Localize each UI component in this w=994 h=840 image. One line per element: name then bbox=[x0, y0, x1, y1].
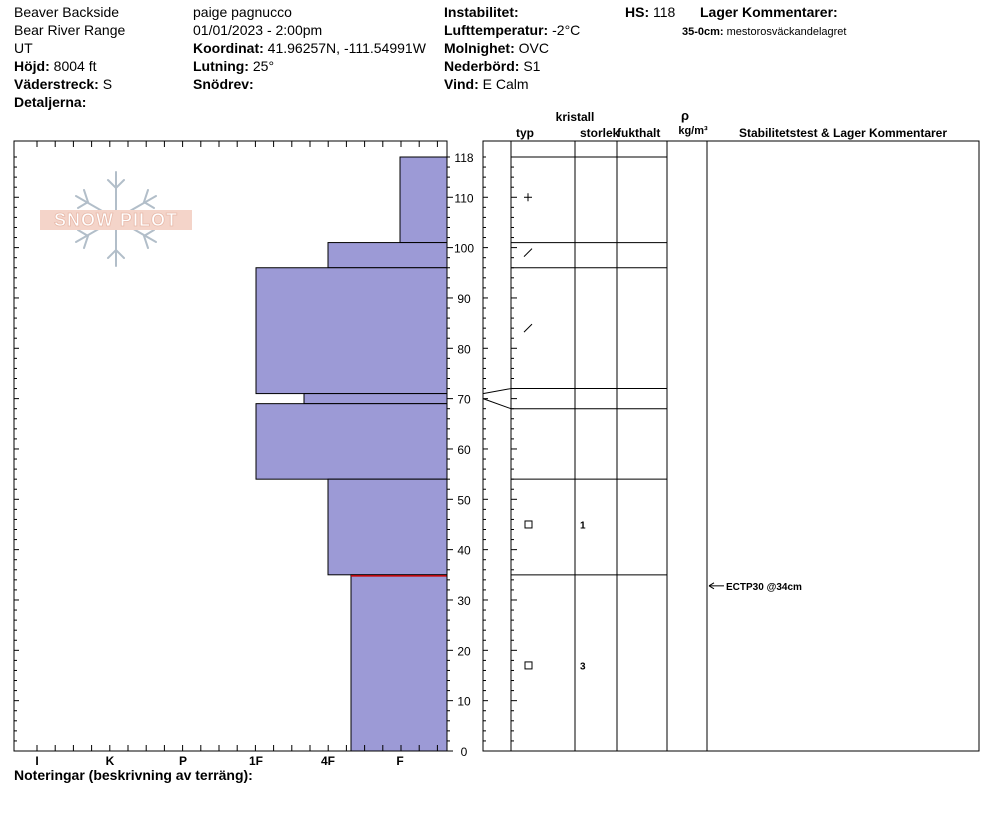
layer-table bbox=[482, 140, 980, 752]
hardness-layer-bar bbox=[327, 242, 448, 269]
height-tick-label: 70 bbox=[457, 393, 471, 407]
grain-size-label: 1 bbox=[580, 520, 586, 531]
hardness-label: 4F bbox=[321, 754, 335, 768]
snowpilot-logo: SNOW PILOT bbox=[40, 171, 192, 267]
range-name: Bear River Range bbox=[14, 22, 126, 38]
wind: Vind: E Calm bbox=[444, 76, 529, 92]
hardness-layer-bar bbox=[399, 156, 448, 244]
column-crystal: kristall bbox=[556, 110, 595, 124]
height-tick-label: 80 bbox=[457, 342, 471, 356]
height-tick-label: 118 bbox=[454, 151, 473, 165]
snow-height: HS: 118 bbox=[625, 4, 676, 20]
hardness-layer-bar bbox=[255, 267, 448, 395]
grain-symbol-slash bbox=[523, 323, 533, 333]
column-stability: Stabilitetstest & Lager Kommentarer bbox=[739, 126, 947, 140]
column-density-unit: kg/m³ bbox=[678, 125, 708, 137]
hardness-axis: I K P 1F 4F F bbox=[35, 141, 438, 768]
location-name: Beaver Backside bbox=[14, 4, 120, 20]
layer-connector bbox=[482, 398, 512, 410]
hardness-label: K bbox=[106, 754, 115, 768]
stability-test-label: ECTP30 @34cm bbox=[726, 582, 802, 593]
slope: Lutning: 25° bbox=[193, 58, 275, 74]
drift: Snödrev: bbox=[193, 76, 254, 92]
layer-connector bbox=[482, 388, 512, 395]
height-tick-label: 10 bbox=[457, 695, 471, 709]
hardness-layer-bar bbox=[255, 403, 448, 480]
hardness-label: F bbox=[396, 754, 403, 768]
hardness-layer-bar bbox=[327, 478, 448, 576]
elevation: Höjd: 8004 ft bbox=[14, 58, 97, 74]
notes-label: Noteringar (beskrivning av terräng): bbox=[14, 767, 253, 783]
hardness-layers bbox=[255, 156, 448, 752]
height-tick-label: 100 bbox=[454, 242, 474, 256]
layer-boundaries bbox=[482, 156, 667, 576]
layer-comments-label: Lager Kommentarer: bbox=[700, 4, 838, 20]
state-name: UT bbox=[14, 40, 33, 56]
precipitation: Nederbörd: S1 bbox=[444, 58, 541, 74]
hardness-layer-bar bbox=[350, 574, 448, 752]
hardness-label: P bbox=[179, 754, 187, 768]
datetime: 01/01/2023 - 2:00pm bbox=[193, 22, 323, 38]
air-temperature: Lufttemperatur: -2°C bbox=[444, 22, 581, 38]
height-tick-label: 50 bbox=[457, 493, 471, 507]
instability: Instabilitet: bbox=[444, 4, 519, 20]
hardness-plot-frame bbox=[13, 140, 448, 752]
coordinates: Koordinat: 41.96257N, -111.54991W bbox=[193, 40, 426, 56]
grain-symbol-square bbox=[524, 661, 533, 670]
column-moisture: fukthalt bbox=[617, 126, 660, 140]
height-tick-label: 30 bbox=[457, 594, 471, 608]
column-rho: ρ bbox=[681, 108, 689, 123]
height-tick-label: 60 bbox=[457, 443, 471, 457]
details-label: Detaljerna: bbox=[14, 94, 87, 110]
hardness-label: 1F bbox=[249, 754, 263, 768]
observer: paige pagnucco bbox=[193, 4, 292, 20]
aspect: Väderstreck: S bbox=[14, 76, 113, 92]
height-tick-label: 20 bbox=[457, 644, 471, 658]
height-tick-label: 90 bbox=[457, 292, 471, 306]
grain-symbols: 13 bbox=[523, 193, 586, 672]
layer-comment: 35-0cm: mestorosväckandelagret bbox=[682, 26, 847, 38]
column-size: storlek bbox=[580, 126, 620, 140]
test-arrow-head bbox=[708, 582, 715, 590]
grain-symbol-square bbox=[524, 520, 533, 529]
hardness-layer-bar bbox=[303, 393, 448, 405]
height-tick-label: 110 bbox=[454, 191, 473, 205]
logo-text: SNOW PILOT bbox=[54, 210, 178, 230]
grain-symbol-slash bbox=[523, 248, 533, 257]
height-tick-label: 40 bbox=[457, 544, 471, 558]
stability-tests: ECTP30 @34cm bbox=[708, 582, 802, 593]
column-type: typ bbox=[516, 126, 534, 140]
hardness-label: I bbox=[35, 754, 38, 768]
sky-cover: Molnighet: OVC bbox=[444, 40, 549, 56]
grain-size-label: 3 bbox=[580, 661, 586, 672]
height-tick-label: 0 bbox=[461, 745, 468, 759]
